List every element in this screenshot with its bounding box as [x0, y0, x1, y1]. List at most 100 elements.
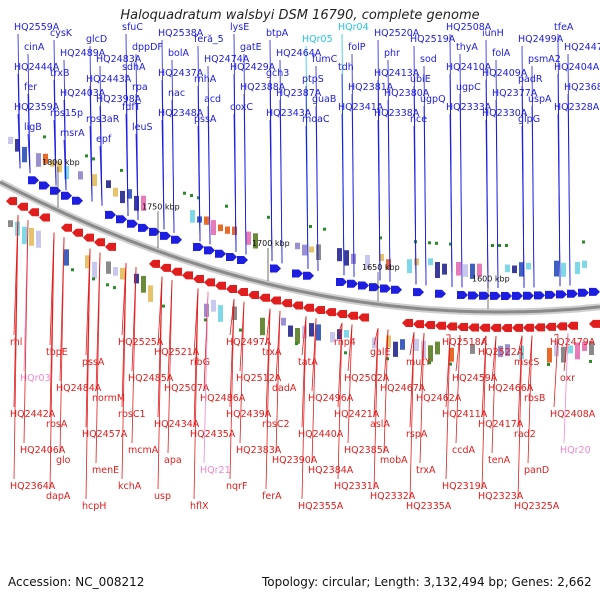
feature-tile: [386, 335, 391, 348]
forward-gene-label: rps3aR: [86, 114, 120, 125]
reverse-gene-leader: [85, 248, 91, 500]
forward-gene-label: epf: [96, 134, 112, 145]
feature-tile: [92, 261, 97, 279]
forward-gene-leader: [63, 139, 67, 191]
reverse-gene-label: HQ2355A: [298, 501, 344, 512]
reverse-gene-label: rnp4: [334, 337, 356, 348]
reverse-gene-label: HQ2512A: [236, 373, 282, 384]
reverse-gene-arrow: [545, 322, 556, 331]
reverse-gene-arrow: [39, 213, 50, 222]
reverse-gene-arrow: [94, 238, 105, 247]
reverse-gene-leader: [337, 322, 343, 480]
feature-tile: [561, 346, 566, 363]
forward-gene-label: ugpC: [456, 82, 481, 93]
forward-gene-arrow: [138, 223, 149, 232]
forward-gene-label: folP: [348, 42, 366, 53]
forward-gene-label: gatE: [240, 42, 262, 53]
reverse-gene-label: pssA: [82, 357, 105, 368]
reverse-gene-label: galE: [370, 347, 391, 358]
spacer-mark: [435, 241, 438, 245]
feature-tile: [64, 165, 69, 180]
reverse-gene-arrow: [72, 228, 83, 237]
feature-tile: [344, 250, 349, 266]
spacer-mark: [498, 244, 501, 247]
reverse-gene-label: HQr03: [20, 373, 51, 384]
feature-tile: [400, 339, 405, 350]
reverse-gene-label: HQ2406A: [20, 445, 66, 456]
feature-tile: [519, 262, 524, 277]
feature-tile: [337, 248, 342, 262]
forward-gene-label: acd: [204, 94, 221, 105]
forward-gene-label: sdhA: [122, 62, 146, 73]
reverse-gene-label: hflX: [190, 501, 209, 512]
genome-backbone: [0, 180, 600, 314]
reverse-gene-label: HQ2518A: [442, 337, 488, 348]
forward-gene-arrow: [215, 249, 226, 258]
reverse-gene-label: HQ2496A: [308, 393, 354, 404]
feature-tile: [456, 262, 461, 276]
forward-gene-label: HQ2328A: [554, 102, 600, 113]
reverse-gene-leader: [347, 324, 353, 372]
feature-tile: [15, 139, 20, 152]
spacer-mark: [344, 351, 347, 355]
reverse-gene-arrow: [171, 267, 182, 276]
reverse-gene-label: tatA: [298, 357, 318, 368]
forward-gene-label: tfeA: [554, 22, 574, 33]
reverse-gene-arrow: [281, 299, 292, 308]
forward-gene-label: ubiE: [410, 74, 431, 85]
reverse-gene-arrow: [446, 322, 457, 331]
feature-tile: [22, 226, 27, 245]
reverse-gene-leader: [23, 220, 29, 444]
forward-gene-arrow: [116, 215, 127, 224]
spacer-mark: [183, 191, 186, 195]
reverse-gene-arrow: [314, 306, 325, 314]
reverse-gene-arrow: [237, 288, 248, 296]
reverse-gene-leader: [301, 316, 307, 356]
forward-gene-arrow: [457, 291, 468, 299]
forward-gene-label: rnhA: [194, 74, 217, 85]
reverse-gene-leader: [239, 301, 245, 444]
forward-gene-arrow: [578, 288, 589, 297]
forward-gene-arrow: [479, 291, 490, 300]
forward-gene-label: HQ2474A: [204, 54, 250, 65]
feature-tile: [505, 344, 510, 357]
reverse-strand-layer: rhltbpEpssAHQ2525AHQ2521AribGHQ2497AtrxA…: [6, 197, 600, 512]
reverse-gene-label: HQ2319A: [442, 481, 488, 492]
reverse-gene-label: panD: [524, 465, 549, 476]
feature-tile: [295, 242, 300, 250]
reverse-gene-arrow: [556, 322, 567, 331]
scale-tick-label: 1600 kbp: [472, 275, 510, 284]
forward-gene-label: msrA: [60, 128, 85, 139]
forward-gene-label: HQ2447A: [564, 42, 600, 53]
feature-tile: [379, 254, 384, 261]
forward-gene-label: HQ2404A: [554, 62, 600, 73]
spacer-mark: [239, 328, 242, 332]
forward-gene-leader: [99, 145, 103, 206]
spacer-mark: [449, 242, 452, 246]
forward-gene-leader: [521, 125, 525, 288]
reverse-gene-label: tenA: [488, 455, 511, 466]
reverse-gene-label: mobA: [380, 455, 408, 466]
reverse-gene-leader: [481, 335, 487, 346]
feature-tile: [470, 344, 475, 354]
forward-gene-leader: [17, 113, 21, 169]
forward-gene-label: fer: [24, 82, 37, 93]
feature-tile: [309, 246, 314, 253]
feature-tile: [260, 317, 265, 336]
reverse-gene-arrow: [61, 223, 72, 232]
spacer-mark: [295, 342, 298, 346]
forward-gene-label: thyA: [456, 42, 478, 53]
reverse-gene-label: dapA: [46, 491, 71, 502]
forward-gene-label: HQ2359A: [14, 102, 60, 113]
forward-gene-label: moaC: [302, 114, 330, 125]
reverse-gene-label: rspA: [406, 429, 428, 440]
reverse-gene-arrow: [292, 301, 303, 310]
reverse-gene-arrow: [534, 323, 545, 332]
forward-gene-label: HQ2377A: [492, 88, 538, 99]
reverse-gene-label: rbsB: [524, 393, 545, 404]
reverse-gene-label: HQ2383A: [236, 445, 282, 456]
reverse-gene-leader: [193, 288, 199, 500]
feature-tile: [113, 187, 118, 197]
reverse-gene-label: HQ2497A: [226, 337, 272, 348]
reverse-gene-arrow: [149, 259, 160, 268]
